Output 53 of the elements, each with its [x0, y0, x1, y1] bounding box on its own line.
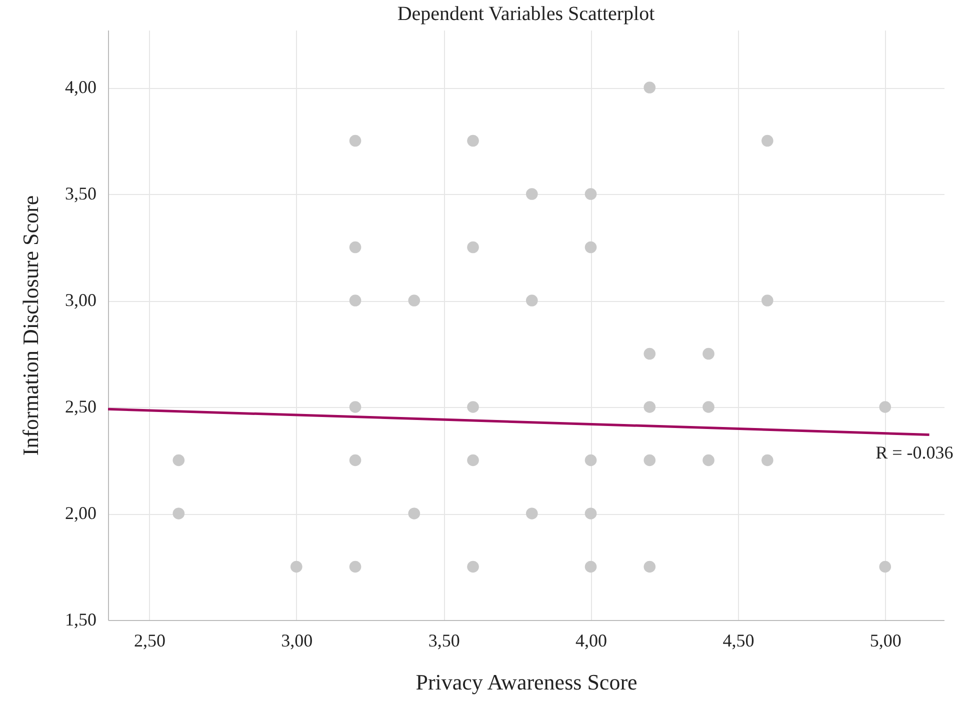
annotation: R = -0.036 — [876, 442, 954, 463]
point — [290, 560, 302, 573]
point — [526, 508, 538, 520]
point — [408, 294, 420, 306]
chart-title: Dependent Variables Scatterplot — [397, 3, 656, 25]
x-tick-label: 4,00 — [576, 630, 608, 650]
point — [761, 454, 774, 466]
point — [644, 560, 656, 573]
point — [702, 401, 714, 413]
point — [467, 134, 479, 147]
x-tick-label: 4,50 — [722, 630, 754, 650]
x-tick-label: 3,00 — [281, 630, 313, 650]
point — [467, 401, 479, 413]
point — [408, 508, 420, 520]
y-tick-label: 2,00 — [65, 503, 96, 523]
y-tick-label: 3,50 — [65, 184, 96, 204]
x-tick-label: 2,50 — [134, 630, 166, 650]
point — [761, 294, 774, 306]
y-tick-label: 3,00 — [65, 290, 96, 310]
point — [526, 294, 538, 306]
point — [467, 241, 479, 254]
y-tick-label: 1,50 — [65, 610, 96, 630]
x-tick-label: 5,00 — [870, 630, 902, 650]
point — [349, 401, 362, 413]
point — [584, 188, 597, 200]
point — [584, 241, 597, 254]
point — [172, 508, 185, 520]
point — [644, 454, 656, 466]
point — [349, 134, 362, 147]
x-axis-title: Privacy Awareness Score — [416, 670, 638, 694]
point — [584, 560, 597, 573]
point — [702, 454, 714, 466]
y-axis-title: Information Disclosure Score — [18, 195, 43, 456]
point — [349, 454, 362, 466]
point — [879, 560, 892, 573]
x-tick-label: 3,50 — [428, 630, 460, 650]
point — [467, 454, 479, 466]
point — [467, 560, 479, 573]
point — [349, 241, 362, 254]
point — [526, 188, 538, 200]
point — [349, 560, 362, 573]
point — [702, 348, 714, 360]
point — [172, 454, 185, 466]
point — [349, 294, 362, 306]
point — [584, 454, 597, 466]
point — [644, 348, 656, 360]
point — [584, 508, 597, 520]
y-tick-label: 4,00 — [65, 77, 96, 98]
point — [644, 82, 656, 94]
point — [644, 401, 656, 413]
point — [879, 401, 892, 413]
point — [761, 134, 774, 147]
y-tick-label: 2,50 — [65, 396, 96, 417]
